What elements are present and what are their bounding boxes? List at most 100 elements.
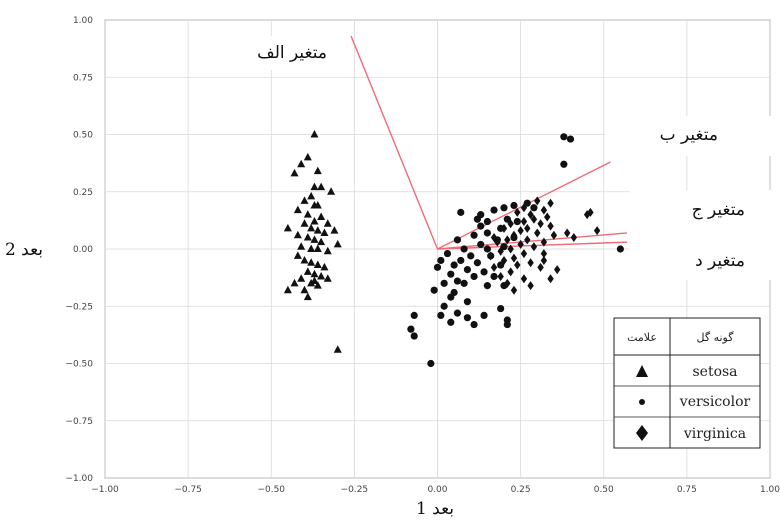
y-tick-label: 0.25	[73, 188, 93, 198]
versicolor-point	[453, 236, 462, 244]
setosa-point	[313, 260, 322, 269]
versicolor-point	[480, 268, 488, 276]
versicolor-point	[463, 298, 472, 306]
versicolor-point	[616, 245, 624, 253]
y-tick-label: −1.00	[65, 474, 93, 484]
virginica-point	[547, 198, 554, 208]
setosa-point	[320, 262, 329, 271]
versicolor-point	[560, 160, 568, 168]
virginica-point	[547, 221, 554, 231]
loading-label-d: متغیر د	[695, 251, 745, 271]
virginica-point	[554, 265, 561, 275]
setosa-point	[317, 212, 326, 220]
setosa-point	[310, 182, 319, 191]
virginica-point	[540, 255, 548, 265]
virginica-point	[507, 244, 514, 254]
virginica-point	[517, 239, 524, 249]
setosa-point	[297, 159, 306, 168]
versicolor-point	[463, 314, 472, 322]
versicolor-point	[447, 318, 455, 326]
versicolor-point	[460, 279, 468, 287]
virginica-point	[500, 223, 508, 233]
setosa-point	[297, 274, 306, 282]
x-tick-label: 0.50	[594, 485, 614, 495]
x-tick-label: 0.00	[427, 485, 447, 495]
data-points	[283, 130, 624, 368]
virginica-point	[504, 278, 511, 288]
virginica-point	[530, 214, 538, 224]
x-tick-label: −0.75	[174, 485, 202, 495]
legend-header-marker: علامت	[627, 331, 657, 344]
setosa-point	[310, 217, 319, 225]
virginica-point	[494, 237, 501, 247]
virginica-point	[524, 235, 531, 245]
versicolor-point	[530, 204, 538, 212]
versicolor-point	[457, 256, 465, 265]
virginica-point	[540, 249, 548, 259]
virginica-point	[490, 262, 498, 272]
x-tick-label: 1.00	[760, 485, 780, 495]
virginica-point	[514, 260, 521, 270]
legend-label-versicolor: versicolor	[679, 394, 751, 410]
versicolor-point	[477, 222, 485, 230]
virginica-point	[547, 274, 554, 284]
versicolor-point	[523, 199, 531, 207]
legend-label-setosa: setosa	[692, 364, 737, 380]
legend-triangle-marker	[636, 365, 648, 377]
setosa-point	[303, 233, 312, 241]
virginica-point	[527, 281, 534, 291]
setosa-point	[323, 274, 332, 282]
setosa-point	[333, 345, 342, 353]
versicolor-point	[490, 206, 498, 214]
x-tick-label: −0.25	[341, 485, 369, 495]
virginica-point	[497, 246, 504, 256]
setosa-point	[303, 210, 312, 218]
virginica-point	[487, 251, 494, 261]
versicolor-point	[407, 325, 415, 333]
virginica-point	[540, 237, 548, 247]
versicolor-point	[473, 259, 481, 267]
virginica-point	[534, 228, 541, 238]
y-axis-title: بعد 2	[5, 240, 43, 260]
versicolor-point	[433, 263, 442, 271]
versicolor-point	[470, 272, 478, 281]
versicolor-point	[457, 208, 465, 216]
versicolor-point	[470, 231, 478, 239]
versicolor-point	[443, 249, 452, 258]
versicolor-point	[497, 261, 505, 269]
virginica-point	[563, 228, 571, 238]
setosa-point	[313, 244, 322, 252]
versicolor-point	[437, 311, 445, 320]
y-tick-label: −0.75	[65, 417, 93, 427]
versicolor-point	[440, 279, 448, 287]
virginica-point	[530, 242, 538, 252]
setosa-point	[310, 276, 319, 285]
virginica-point	[550, 230, 558, 240]
virginica-point	[520, 249, 528, 259]
virginica-point	[497, 271, 504, 281]
versicolor-point	[470, 320, 478, 329]
virginica-point	[524, 223, 531, 233]
virginica-point	[587, 207, 594, 217]
setosa-point	[310, 235, 319, 243]
virginica-point	[504, 235, 511, 245]
setosa-point	[307, 191, 316, 200]
legend-header-species: گونه گل	[697, 331, 735, 344]
setosa-point	[323, 246, 332, 255]
x-tick-labels: −1.00 −0.75 −0.50 −0.25 0.00 0.25 0.50 0.75 1.00	[91, 485, 780, 495]
grid-lines	[104, 19, 771, 479]
setosa-point	[293, 205, 302, 214]
setosa-point	[313, 166, 322, 175]
x-axis-title: بعد 1	[416, 499, 454, 519]
versicolor-point	[513, 217, 521, 226]
setosa-point	[303, 152, 312, 161]
versicolor-point	[500, 243, 508, 251]
setosa-point	[293, 251, 302, 259]
versicolor-point	[477, 240, 485, 249]
versicolor-point	[560, 133, 568, 141]
setosa-point	[290, 278, 299, 287]
versicolor-point	[473, 215, 481, 223]
y-tick-label: 1.00	[73, 16, 93, 26]
setosa-point	[307, 258, 316, 266]
setosa-point	[300, 196, 309, 204]
